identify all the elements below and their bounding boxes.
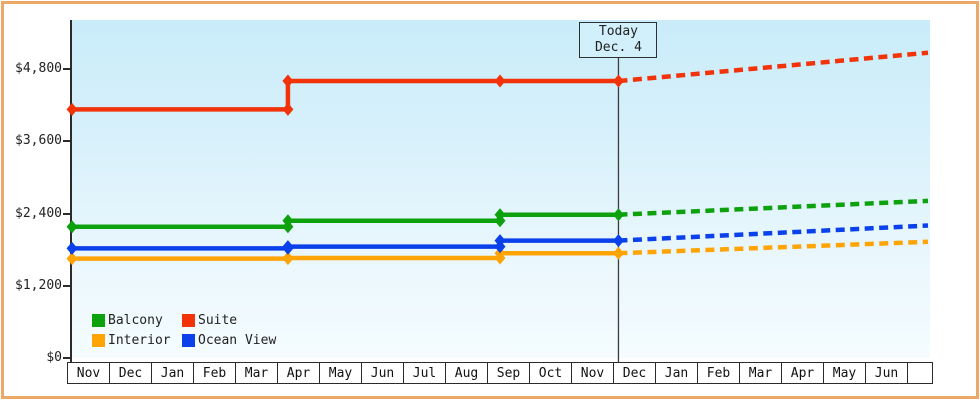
legend-label: Suite (198, 312, 238, 328)
today-box-title: Today (598, 24, 639, 39)
ocean-view-point-marker (494, 234, 506, 248)
y-axis-label: $0 (46, 350, 62, 365)
y-axis-tick (63, 140, 71, 143)
ocean-view-price-line (72, 238, 619, 251)
balcony-swatch-icon (92, 313, 105, 327)
suite-forecast-line (618, 50, 929, 84)
month-cell: Jun (866, 363, 907, 383)
y-axis-label: $3,600 (15, 133, 62, 149)
month-cell: Nov (572, 363, 613, 383)
suite-swatch-icon (182, 313, 195, 327)
month-cell: Dec (110, 363, 151, 383)
balcony-point-marker (282, 214, 294, 228)
suite-point-marker (612, 74, 624, 88)
legend: Balcony Suite Interior Ocean View (92, 312, 276, 348)
month-cell: Apr (782, 363, 823, 383)
legend-label: Ocean View (198, 332, 277, 348)
suite-price-line (72, 78, 619, 112)
legend-item-suite: Suite (182, 312, 276, 328)
month-cell-empty (908, 363, 932, 383)
month-cell: Dec (614, 363, 655, 383)
y-axis-tick (63, 68, 71, 70)
legend-item-interior: Interior (92, 332, 182, 348)
month-cell: Jan (152, 363, 193, 383)
month-cell: Jan (656, 363, 697, 383)
balcony-point-marker (66, 220, 78, 234)
y-axis-line (70, 20, 72, 362)
ocean-view-point-marker (612, 234, 624, 248)
month-cell: Mar (740, 363, 781, 383)
today-box-date: Dec. 4 (594, 40, 642, 55)
balcony-price-line (72, 212, 619, 229)
interior-swatch-icon (92, 333, 105, 347)
y-axis-label: $1,200 (15, 277, 62, 293)
ocean-view-forecast-line (618, 223, 929, 243)
ocean-view-swatch-icon (182, 333, 195, 347)
legend-item-balcony: Balcony (92, 312, 182, 328)
legend-label: Balcony (108, 312, 163, 328)
month-cell: Mar (236, 363, 277, 383)
y-axis-label: $4,800 (15, 61, 62, 76)
suite-point-marker (66, 102, 78, 116)
month-cell: Feb (698, 363, 739, 383)
month-cell: Jun (362, 363, 403, 383)
balcony-point-marker (494, 208, 506, 222)
interior-forecast-line (618, 239, 929, 256)
month-cell: Jul (404, 363, 445, 383)
ocean-view-point-marker (66, 241, 78, 255)
y-axis-label: $2,400 (15, 205, 62, 221)
month-cell: Nov (68, 363, 109, 383)
month-cell: May (320, 363, 361, 383)
balcony-point-marker (612, 208, 624, 222)
month-cell: Oct (530, 363, 571, 383)
y-axis-tick (63, 212, 71, 215)
month-cell: Apr (278, 363, 319, 383)
interior-point-marker (282, 251, 294, 265)
month-cell: Feb (194, 363, 235, 383)
month-cell: Sep (488, 363, 529, 383)
month-cell: Aug (446, 363, 487, 383)
today-box: Today Dec. 4 (579, 22, 658, 58)
suite-point-marker (494, 74, 506, 88)
legend-item-ocean-view: Ocean View (182, 332, 276, 348)
interior-point-marker (494, 246, 506, 260)
month-cell: May (824, 363, 865, 383)
ocean-view-point-marker (282, 240, 294, 254)
y-axis-tick (63, 284, 71, 287)
x-axis-month-band: Nov Dec Jan Feb Mar Apr May Jun Jul Aug Sep Oct Nov D… (67, 362, 933, 384)
interior-price-line (72, 250, 619, 261)
balcony-forecast-line (618, 198, 929, 217)
interior-point-marker (66, 252, 78, 266)
y-axis-tick (63, 357, 71, 359)
suite-point-marker (282, 102, 294, 116)
suite-point-marker (282, 74, 294, 88)
legend-label: Interior (108, 332, 171, 348)
interior-point-marker (612, 246, 624, 260)
